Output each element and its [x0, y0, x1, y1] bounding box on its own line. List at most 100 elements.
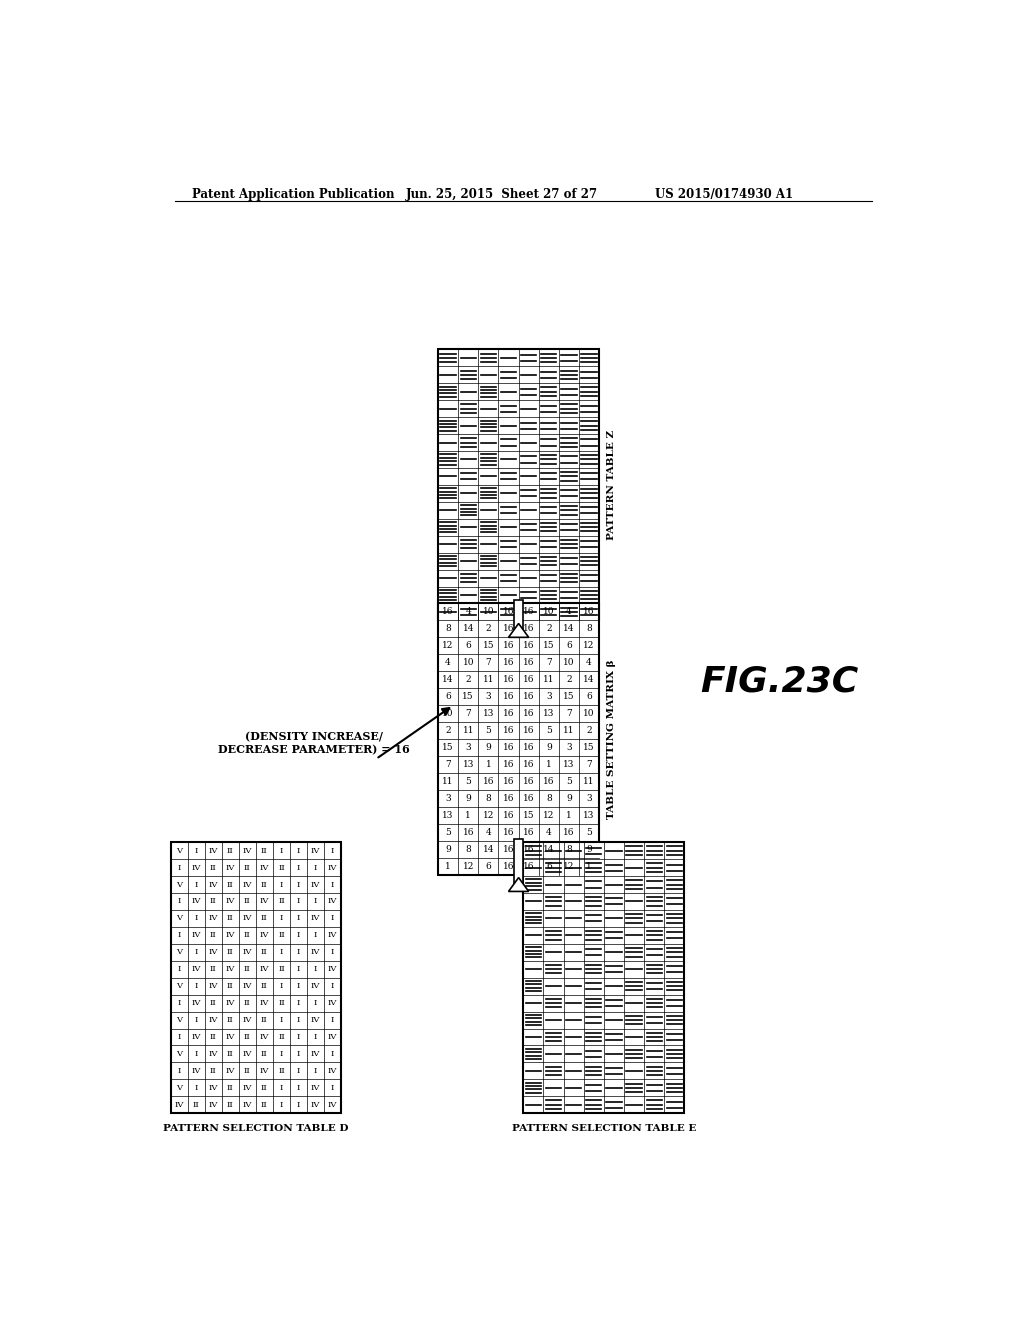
- Text: IV: IV: [260, 932, 269, 940]
- Text: I: I: [331, 880, 334, 888]
- Text: 1: 1: [546, 760, 552, 768]
- Text: 2: 2: [445, 726, 451, 735]
- Text: II: II: [227, 1049, 233, 1057]
- Text: 16: 16: [523, 676, 535, 684]
- Text: 16: 16: [523, 642, 535, 651]
- Text: II: II: [210, 999, 217, 1007]
- Text: I: I: [297, 846, 300, 854]
- Text: 7: 7: [485, 659, 492, 667]
- Text: 9: 9: [566, 793, 571, 803]
- Text: 7: 7: [587, 760, 592, 768]
- Text: 14: 14: [482, 845, 495, 854]
- Text: 14: 14: [563, 624, 574, 634]
- Text: II: II: [244, 1067, 251, 1074]
- Text: 16: 16: [563, 828, 574, 837]
- Text: II: II: [261, 948, 267, 956]
- Text: II: II: [244, 932, 251, 940]
- Text: IV: IV: [260, 898, 269, 906]
- Text: 16: 16: [523, 743, 535, 752]
- Text: II: II: [210, 863, 217, 871]
- Text: 3: 3: [485, 692, 492, 701]
- Text: 11: 11: [463, 726, 474, 735]
- Text: 1: 1: [465, 810, 471, 820]
- Text: I: I: [195, 1016, 198, 1024]
- Text: I: I: [314, 898, 317, 906]
- Text: I: I: [297, 999, 300, 1007]
- Text: I: I: [177, 1067, 181, 1074]
- Text: 8: 8: [546, 793, 552, 803]
- Text: II: II: [193, 1101, 200, 1109]
- Text: 13: 13: [563, 760, 574, 768]
- Text: 16: 16: [503, 828, 514, 837]
- Text: 9: 9: [485, 743, 492, 752]
- Text: 12: 12: [482, 810, 494, 820]
- Text: I: I: [177, 999, 181, 1007]
- Text: 16: 16: [523, 726, 535, 735]
- Text: 16: 16: [503, 607, 514, 616]
- Text: 6: 6: [445, 692, 451, 701]
- Text: 11: 11: [584, 777, 595, 785]
- Text: II: II: [279, 965, 285, 973]
- Text: IV: IV: [311, 982, 321, 990]
- Text: I: I: [314, 1067, 317, 1074]
- Text: II: II: [244, 1034, 251, 1041]
- Text: I: I: [314, 863, 317, 871]
- Text: V: V: [176, 1084, 182, 1092]
- Text: II: II: [261, 1101, 267, 1109]
- Text: V: V: [176, 915, 182, 923]
- Text: II: II: [227, 1084, 233, 1092]
- Text: II: II: [227, 982, 233, 990]
- Text: 6: 6: [485, 862, 492, 870]
- Text: 16: 16: [442, 607, 454, 616]
- Text: 16: 16: [503, 726, 514, 735]
- Text: I: I: [280, 880, 284, 888]
- Text: I: I: [280, 1084, 284, 1092]
- Text: I: I: [280, 982, 284, 990]
- Text: II: II: [227, 1016, 233, 1024]
- Text: IV: IV: [191, 863, 201, 871]
- Text: 16: 16: [503, 743, 514, 752]
- Text: 7: 7: [445, 760, 451, 768]
- Text: FIG.23C: FIG.23C: [699, 665, 858, 700]
- Text: 12: 12: [442, 642, 454, 651]
- Text: PATTERN SELECTION TABLE D: PATTERN SELECTION TABLE D: [163, 1125, 348, 1133]
- Text: 10: 10: [442, 709, 454, 718]
- Text: IV: IV: [191, 999, 201, 1007]
- Text: 6: 6: [546, 862, 552, 870]
- Text: II: II: [227, 880, 233, 888]
- Text: IV: IV: [328, 965, 337, 973]
- Text: II: II: [261, 880, 267, 888]
- Text: IV: IV: [209, 1049, 218, 1057]
- Text: 13: 13: [584, 810, 595, 820]
- Text: IV: IV: [260, 999, 269, 1007]
- Text: IV: IV: [260, 1034, 269, 1041]
- Text: I: I: [195, 915, 198, 923]
- Text: 5: 5: [445, 828, 451, 837]
- Text: IV: IV: [311, 1049, 321, 1057]
- Text: IV: IV: [209, 880, 218, 888]
- Text: IV: IV: [328, 1034, 337, 1041]
- Text: 13: 13: [442, 810, 454, 820]
- Bar: [438, 350, 599, 620]
- Text: I: I: [280, 1101, 284, 1109]
- Text: IV: IV: [328, 863, 337, 871]
- Text: 12: 12: [543, 810, 555, 820]
- Text: 11: 11: [482, 676, 495, 684]
- Text: 2: 2: [546, 624, 552, 634]
- Text: 9: 9: [546, 743, 552, 752]
- Text: I: I: [331, 915, 334, 923]
- Text: V: V: [176, 948, 182, 956]
- Text: II: II: [261, 846, 267, 854]
- Text: IV: IV: [311, 948, 321, 956]
- Text: 4: 4: [465, 607, 471, 616]
- Text: Patent Application Publication: Patent Application Publication: [191, 187, 394, 201]
- Text: 16: 16: [584, 607, 595, 616]
- Text: 16: 16: [523, 760, 535, 768]
- Text: IV: IV: [191, 932, 201, 940]
- Text: 8: 8: [566, 845, 571, 854]
- Text: IV: IV: [225, 1067, 234, 1074]
- Text: IV: IV: [243, 982, 252, 990]
- Text: I: I: [297, 948, 300, 956]
- Text: 15: 15: [442, 743, 454, 752]
- Text: IV: IV: [328, 1101, 337, 1109]
